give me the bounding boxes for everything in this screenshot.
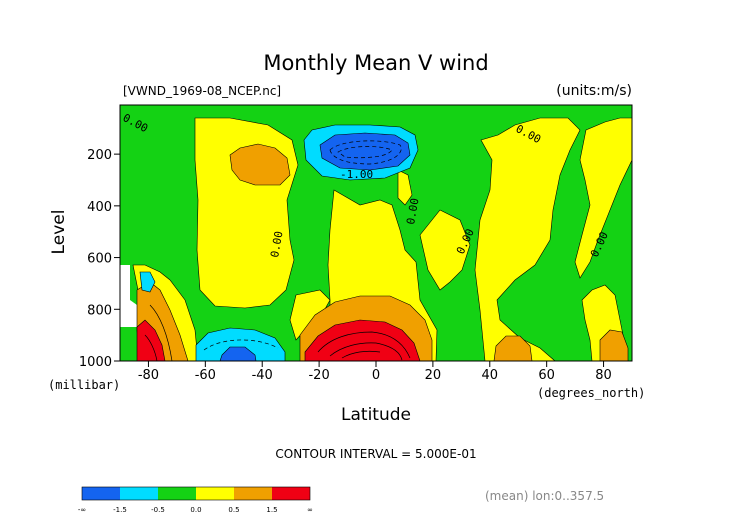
colorbar-swatch [272, 487, 310, 500]
colorbar-label: -∞ [78, 506, 86, 514]
y-tick-label: 400 [87, 200, 112, 215]
x-tick-label: -60 [195, 368, 216, 383]
x-axis-unit: (degrees_north) [537, 386, 645, 400]
x-tick-label: 60 [538, 368, 555, 383]
negative-contour-lines [203, 140, 402, 351]
x-tick-label: 20 [425, 368, 442, 383]
plot-area: 0.00 0.00 0.00 0.00 0.00 0.00 -1.00 [119, 104, 633, 362]
x-tick-label: 0 [372, 368, 380, 383]
colorbar-label: 1.5 [266, 506, 277, 514]
contour-interval-label: CONTOUR INTERVAL = 5.000E-01 [275, 447, 476, 461]
colorbar-swatch [158, 487, 196, 500]
colorbar-label: 0.0 [190, 506, 201, 514]
y-tick-label: 200 [87, 148, 112, 163]
footer-label: (mean) lon:0..357.5 [485, 489, 604, 503]
y-tick-label: 1000 [79, 355, 112, 370]
missing-data-region [120, 265, 137, 327]
x-tick-label: 40 [482, 368, 499, 383]
y-axis-unit: (millibar) [48, 378, 120, 392]
y-tick-label: 600 [87, 252, 112, 267]
x-axis-title: Latitude [341, 405, 411, 425]
x-tick-label: -20 [308, 368, 329, 383]
contour-fill-red [136, 319, 421, 362]
colorbar-label: ∞ [307, 506, 313, 514]
colorbar-label: -0.5 [151, 506, 165, 514]
x-tick-label: 80 [595, 368, 612, 383]
chart-title: Monthly Mean V wind [263, 51, 488, 75]
contour-label-neg1: -1.00 [340, 168, 373, 181]
colorbar-swatch [234, 487, 272, 500]
colorbar-swatch [82, 487, 120, 500]
dataset-label: [VWND_1969-08_NCEP.nc] [123, 84, 281, 98]
y-axis: 200 400 600 800 1000 [79, 148, 120, 370]
x-tick-label: -40 [252, 368, 273, 383]
y-axis-title: Level [49, 210, 69, 255]
positive-contour-lines [144, 304, 411, 362]
colorbar: -∞ -1.5 -0.5 0.0 0.5 1.5 ∞ [78, 486, 313, 514]
colorbar-frame [81, 486, 311, 501]
colorbar-swatch [120, 487, 158, 500]
contour-label-zero: 0.00 [404, 197, 421, 225]
contour-label-zero: 0.00 [268, 230, 285, 258]
y-tick-label: 800 [87, 303, 112, 318]
colorbar-label: -1.5 [113, 506, 127, 514]
colorbar-swatch [196, 487, 234, 500]
x-axis: -80 -60 -40 -20 0 20 40 60 80 [138, 361, 612, 383]
units-label: (units:m/s) [556, 83, 632, 99]
colorbar-label: 0.5 [228, 506, 239, 514]
x-tick-label: -80 [138, 368, 159, 383]
